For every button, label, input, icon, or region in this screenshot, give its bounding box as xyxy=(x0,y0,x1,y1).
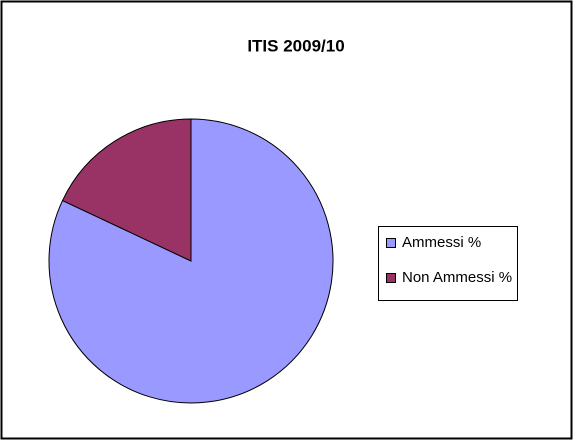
legend-label: Non Ammessi % xyxy=(402,269,512,286)
pie-slice xyxy=(61,118,192,262)
legend-swatch xyxy=(386,273,396,283)
legend-label: Ammessi % xyxy=(402,234,481,251)
legend-swatch xyxy=(386,238,396,248)
chart-title: ITIS 2009/10 xyxy=(247,36,344,55)
legend-box xyxy=(378,226,518,301)
